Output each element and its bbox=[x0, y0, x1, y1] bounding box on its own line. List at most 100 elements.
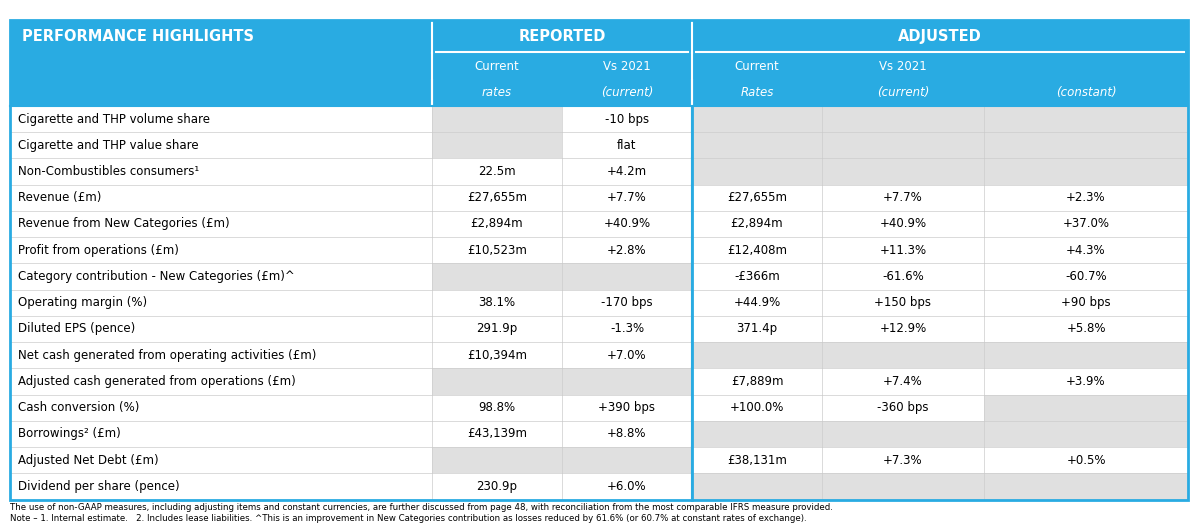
Bar bbox=[10, 211, 432, 237]
Text: Diluted EPS (pence): Diluted EPS (pence) bbox=[18, 322, 136, 335]
Bar bbox=[692, 264, 822, 290]
Text: flat: flat bbox=[617, 139, 637, 152]
Text: £12,408m: £12,408m bbox=[727, 244, 787, 257]
Bar bbox=[10, 264, 432, 290]
Text: ADJUSTED: ADJUSTED bbox=[898, 29, 982, 45]
Text: Rates: Rates bbox=[740, 86, 774, 100]
Text: Current: Current bbox=[475, 60, 520, 73]
Text: Non-Combustibles consumers¹: Non-Combustibles consumers¹ bbox=[18, 165, 199, 178]
Bar bbox=[692, 368, 822, 395]
Bar bbox=[692, 447, 822, 473]
Text: Current: Current bbox=[734, 60, 779, 73]
Text: +40.9%: +40.9% bbox=[604, 217, 650, 231]
Bar bbox=[562, 473, 692, 499]
Text: £10,523m: £10,523m bbox=[467, 244, 527, 257]
Bar bbox=[562, 395, 692, 421]
Bar bbox=[10, 53, 1188, 80]
Bar bbox=[432, 264, 562, 290]
Bar bbox=[562, 132, 692, 158]
Bar bbox=[984, 473, 1188, 499]
Text: -10 bps: -10 bps bbox=[605, 113, 649, 126]
Text: £38,131m: £38,131m bbox=[727, 454, 787, 467]
Text: 371.4p: 371.4p bbox=[737, 322, 778, 335]
Bar bbox=[984, 395, 1188, 421]
Text: +7.7%: +7.7% bbox=[883, 191, 923, 204]
Bar bbox=[432, 290, 562, 316]
Text: £27,655m: £27,655m bbox=[727, 191, 787, 204]
Text: Revenue from New Categories (£m): Revenue from New Categories (£m) bbox=[18, 217, 229, 231]
Bar bbox=[692, 184, 822, 211]
Bar bbox=[432, 158, 562, 184]
Bar bbox=[692, 106, 822, 132]
Text: Adjusted cash generated from operations (£m): Adjusted cash generated from operations … bbox=[18, 375, 295, 388]
Text: Net cash generated from operating activities (£m): Net cash generated from operating activi… bbox=[18, 348, 317, 362]
Text: 22.5m: 22.5m bbox=[478, 165, 516, 178]
Text: +150 bps: +150 bps bbox=[875, 296, 931, 309]
Bar bbox=[562, 106, 692, 132]
Bar bbox=[984, 264, 1188, 290]
Bar bbox=[432, 473, 562, 499]
Text: Revenue (£m): Revenue (£m) bbox=[18, 191, 101, 204]
Bar bbox=[984, 447, 1188, 473]
Bar bbox=[562, 264, 692, 290]
Bar bbox=[984, 158, 1188, 184]
Bar bbox=[822, 447, 984, 473]
Bar bbox=[692, 395, 822, 421]
Bar bbox=[984, 132, 1188, 158]
Text: 38.1%: 38.1% bbox=[479, 296, 516, 309]
Bar bbox=[822, 106, 984, 132]
Bar bbox=[562, 290, 692, 316]
Bar bbox=[984, 106, 1188, 132]
Text: Operating margin (%): Operating margin (%) bbox=[18, 296, 148, 309]
Bar bbox=[822, 421, 984, 447]
Bar bbox=[822, 237, 984, 264]
Text: Adjusted Net Debt (£m): Adjusted Net Debt (£m) bbox=[18, 454, 158, 467]
Text: -60.7%: -60.7% bbox=[1066, 270, 1106, 283]
Bar bbox=[10, 447, 432, 473]
Bar bbox=[692, 342, 822, 368]
Bar bbox=[692, 132, 822, 158]
Bar bbox=[562, 316, 692, 342]
Bar bbox=[822, 316, 984, 342]
Bar bbox=[562, 184, 692, 211]
Bar bbox=[432, 316, 562, 342]
Text: +6.0%: +6.0% bbox=[607, 480, 647, 493]
Bar bbox=[984, 290, 1188, 316]
Text: £10,394m: £10,394m bbox=[467, 348, 527, 362]
Text: rates: rates bbox=[482, 86, 512, 100]
Bar bbox=[692, 421, 822, 447]
Text: +7.4%: +7.4% bbox=[883, 375, 923, 388]
Text: +44.9%: +44.9% bbox=[733, 296, 781, 309]
Text: (constant): (constant) bbox=[1056, 86, 1116, 100]
Text: +7.0%: +7.0% bbox=[607, 348, 647, 362]
Bar bbox=[432, 237, 562, 264]
Text: +390 bps: +390 bps bbox=[599, 401, 655, 414]
Text: +7.7%: +7.7% bbox=[607, 191, 647, 204]
Text: REPORTED: REPORTED bbox=[518, 29, 606, 45]
Bar bbox=[10, 290, 432, 316]
Bar bbox=[432, 447, 562, 473]
Bar bbox=[984, 184, 1188, 211]
Text: Cash conversion (%): Cash conversion (%) bbox=[18, 401, 139, 414]
Text: 230.9p: 230.9p bbox=[476, 480, 517, 493]
Text: +3.9%: +3.9% bbox=[1066, 375, 1106, 388]
Bar bbox=[432, 211, 562, 237]
Bar bbox=[10, 80, 1188, 106]
Bar bbox=[10, 106, 432, 132]
Text: +11.3%: +11.3% bbox=[880, 244, 926, 257]
Text: +2.3%: +2.3% bbox=[1066, 191, 1106, 204]
Text: +90 bps: +90 bps bbox=[1061, 296, 1111, 309]
Bar bbox=[10, 20, 1188, 53]
Bar bbox=[692, 158, 822, 184]
Bar bbox=[562, 368, 692, 395]
Bar bbox=[692, 473, 822, 499]
Bar bbox=[822, 132, 984, 158]
Text: Vs 2021: Vs 2021 bbox=[880, 60, 926, 73]
Bar bbox=[432, 395, 562, 421]
Bar bbox=[10, 395, 432, 421]
Text: Cigarette and THP value share: Cigarette and THP value share bbox=[18, 139, 199, 152]
Text: PERFORMANCE HIGHLIGHTS: PERFORMANCE HIGHLIGHTS bbox=[22, 29, 254, 45]
Bar bbox=[562, 211, 692, 237]
Text: (current): (current) bbox=[877, 86, 929, 100]
Text: -360 bps: -360 bps bbox=[877, 401, 929, 414]
